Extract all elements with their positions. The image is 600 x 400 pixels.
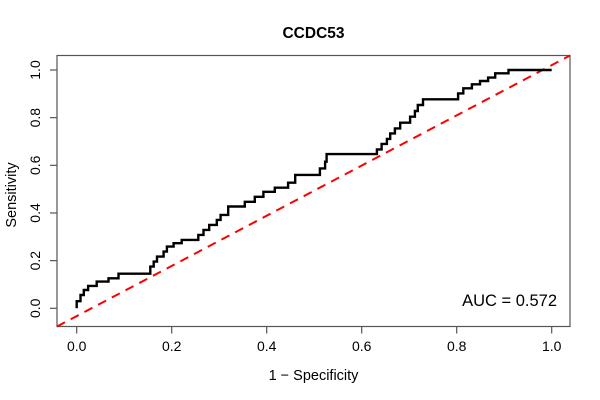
y-tick-label: 1.0 [27,60,43,80]
x-tick-label: 0.4 [257,338,277,354]
x-axis-label: 1 − Specificity [269,368,360,384]
plot-box [56,54,571,328]
y-tick-label: 0.2 [27,251,43,271]
chance-diagonal-line [56,54,571,328]
y-tick-label: 0.6 [27,155,43,175]
chart-title: CCDC53 [282,25,344,42]
y-axis-ticks: 0.0 0.2 0.4 0.6 0.8 1.0 [27,60,57,318]
x-tick-label: 0.2 [162,338,182,354]
x-tick-label: 0.8 [447,338,467,354]
auc-annotation: AUC = 0.572 [462,292,557,310]
x-tick-label: 1.0 [542,338,562,354]
x-axis-ticks: 0.0 0.2 0.4 0.6 0.8 1.0 [67,326,562,354]
roc-curve [75,68,552,309]
y-tick-label: 0.4 [27,203,43,223]
y-axis-label: Sensitivity [4,162,20,228]
x-tick-label: 0.6 [352,338,372,354]
y-tick-label: 0.0 [27,298,43,318]
y-tick-label: 0.8 [27,108,43,128]
x-tick-label: 0.0 [67,338,87,354]
